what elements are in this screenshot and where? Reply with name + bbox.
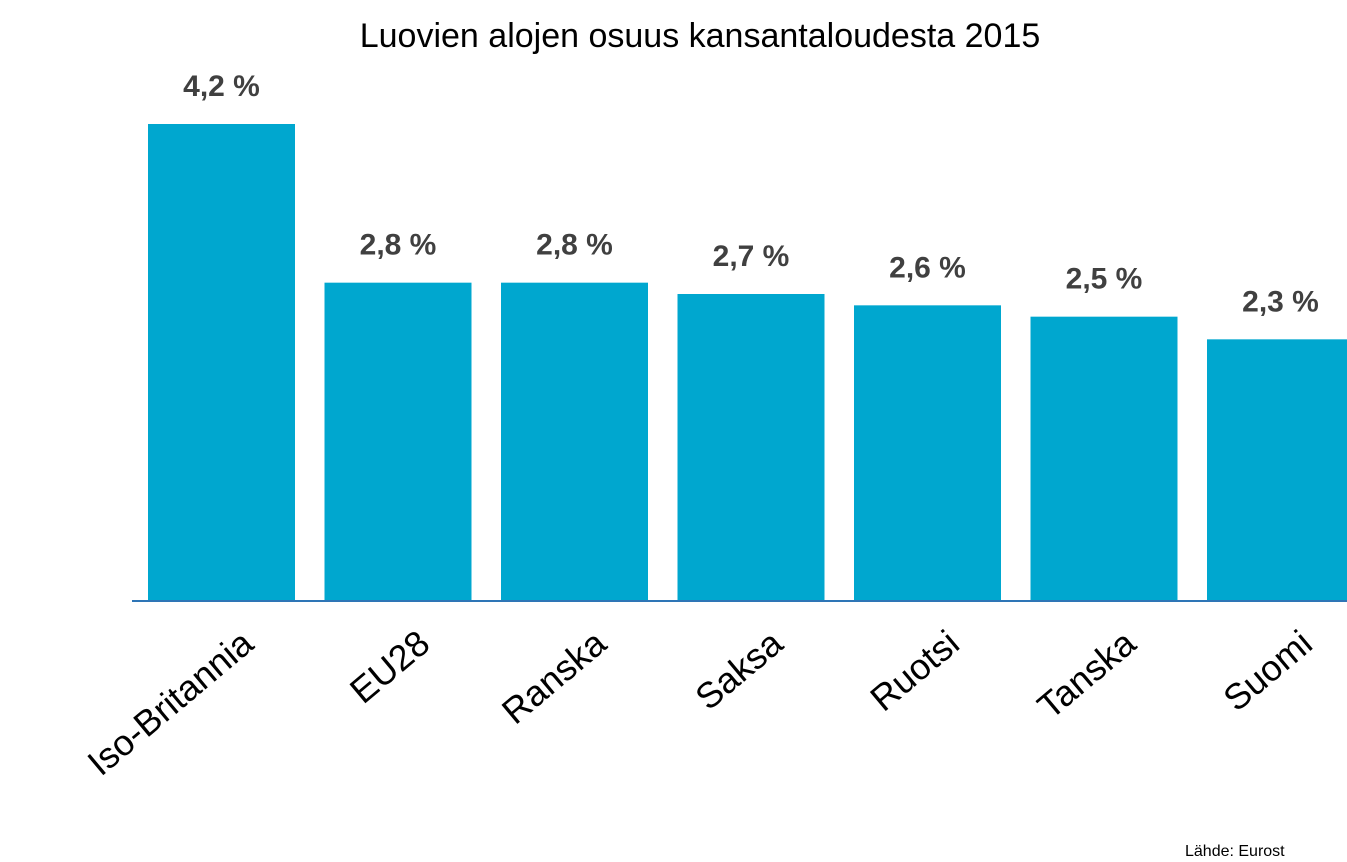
bar	[148, 124, 295, 600]
x-tick-label: Ruotsi	[862, 622, 967, 719]
bar	[854, 305, 1001, 600]
value-label: 2,5 %	[1066, 263, 1143, 296]
bar	[501, 282, 648, 600]
value-label: 2,6 %	[889, 251, 966, 284]
value-label: 2,8 %	[536, 229, 613, 262]
bar	[1207, 339, 1347, 600]
chart-title: Luovien alojen osuus kansantaloudesta 20…	[360, 17, 1041, 55]
x-tick-label: Iso-Britannia	[80, 621, 262, 783]
value-label: 4,2 %	[183, 70, 260, 103]
value-label: 2,3 %	[1242, 285, 1319, 318]
x-tick-label: Tanska	[1030, 621, 1144, 726]
x-tick-label: Ranska	[494, 621, 615, 731]
x-tick-label: EU28	[342, 622, 437, 711]
value-label: 2,8 %	[360, 229, 437, 262]
x-tick-label: Saksa	[687, 621, 791, 717]
bar	[1030, 316, 1178, 600]
bar	[677, 294, 825, 600]
source-note: Lähde: Eurost	[1185, 843, 1285, 860]
x-tick-label: Suomi	[1215, 622, 1320, 719]
bar	[324, 282, 472, 600]
value-label: 2,7 %	[713, 240, 790, 273]
